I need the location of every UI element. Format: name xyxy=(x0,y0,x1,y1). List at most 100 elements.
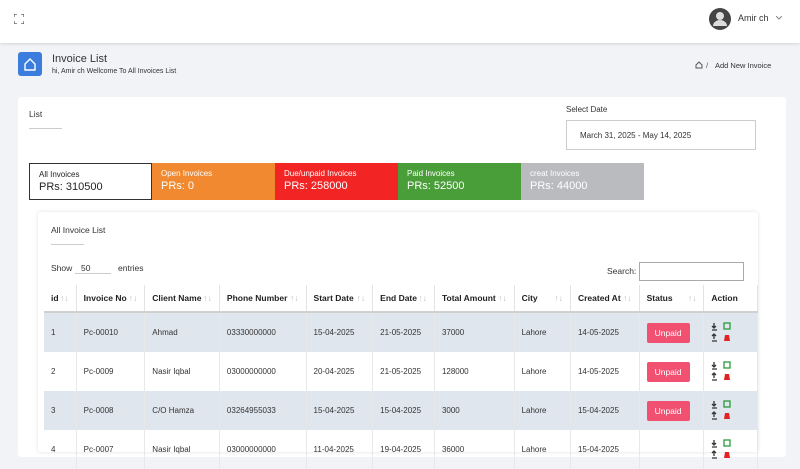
cell-text: Lahore xyxy=(521,328,547,337)
date-range: March 31, 2025 - May 14, 2025 xyxy=(580,131,692,140)
table-cell: 03000000000 xyxy=(219,430,307,469)
table-cell: Pc-0007 xyxy=(76,430,146,469)
page-icon xyxy=(18,52,42,76)
table-row: 3 Pc-0008 C/O Hamza 03264955033 15-04-2025 15… xyxy=(44,391,758,430)
avatar[interactable] xyxy=(709,8,731,30)
column-header[interactable]: Start Date ↑↓ xyxy=(306,285,374,313)
column-header[interactable]: Created At ↑↓ xyxy=(570,285,640,313)
breadcrumb[interactable]: Add New Invoice xyxy=(715,61,772,70)
sort-icon: ↑↓ xyxy=(554,293,563,303)
action-icons[interactable] xyxy=(711,399,735,421)
cell-text: Lahore xyxy=(521,406,547,415)
table-cell: C/O Hamza xyxy=(144,391,220,430)
sort-icon: ↑↓ xyxy=(356,293,366,303)
page-title: Invoice List xyxy=(52,53,108,65)
status-button[interactable]: Unpaid xyxy=(646,400,690,421)
table-cell: Pc-0008 xyxy=(76,391,146,430)
cell-text: Lahore xyxy=(521,367,547,376)
table-cell: 1 xyxy=(44,312,77,352)
column-header[interactable]: Status ↑↓ xyxy=(639,285,705,313)
cell-text: 19-04-2025 xyxy=(380,445,422,454)
action-icons[interactable] xyxy=(711,360,735,382)
cell-text: Pc-0009 xyxy=(83,367,114,376)
fullscreen-icon[interactable] xyxy=(14,14,24,24)
column-title: Client Name xyxy=(152,293,202,303)
table-cell: Lahore xyxy=(514,430,571,469)
table-cell: 15-04-2025 xyxy=(306,312,374,352)
action-icons[interactable] xyxy=(711,438,735,460)
table-cell: 3000 xyxy=(434,391,515,430)
table-cell: 128000 xyxy=(434,352,515,391)
table-cell: 15-04-2025 xyxy=(306,391,374,430)
status-button[interactable]: Unpaid xyxy=(646,361,690,382)
action-icons[interactable] xyxy=(711,321,735,343)
column-title: Action xyxy=(711,293,738,303)
cell-text: 1 xyxy=(51,328,56,337)
table-cell: 15-04-2025 xyxy=(570,430,640,469)
column-title: City xyxy=(521,293,538,303)
column-title: Invoice No xyxy=(83,293,127,303)
column-header[interactable]: Invoice No ↑↓ xyxy=(76,285,146,313)
table-cell: 4 xyxy=(44,430,77,469)
cell-text: 15-04-2025 xyxy=(577,445,619,454)
page-subtitle: hi, Amir ch Wellcome To All Invoices Lis… xyxy=(52,68,177,75)
cell-text: 03264955033 xyxy=(226,406,276,415)
table-cell: 21-05-2025 xyxy=(372,352,435,391)
action-cell xyxy=(703,352,758,391)
table-cell: 21-05-2025 xyxy=(372,312,435,352)
cell-text: 15-04-2025 xyxy=(380,406,422,415)
cell-text: Pc-00010 xyxy=(83,328,118,337)
sort-icon: ↑↓ xyxy=(128,293,138,303)
table-cell: Nasir Iqbal xyxy=(144,430,220,469)
tile[interactable]: Paid Invoices PRs: 52500 xyxy=(398,163,521,200)
table-cell: Pc-0009 xyxy=(76,352,146,391)
date-picker[interactable]: March 31, 2025 - May 14, 2025 xyxy=(566,120,756,150)
underline xyxy=(29,128,62,129)
invoice-table: id ↑↓ Invoice No ↑↓ Client Name ↑↓ Phone Numbe… xyxy=(44,285,758,469)
date-label: Select Date xyxy=(566,105,608,114)
cell-text: C/O Hamza xyxy=(152,406,195,415)
cell-text: Lahore xyxy=(521,445,547,454)
tile-amount: PRs: 0 xyxy=(161,180,195,192)
home-icon[interactable] xyxy=(695,61,703,69)
cell-text: 14-05-2025 xyxy=(577,367,619,376)
tile-amount: PRs: 52500 xyxy=(407,180,465,192)
tile[interactable]: Due/unpaid Invoices PRs: 258000 xyxy=(275,163,398,200)
card-title: List xyxy=(29,109,43,119)
table-cell: Ahmad xyxy=(144,312,220,352)
column-header[interactable]: Action xyxy=(703,285,758,313)
column-header[interactable]: Phone Number ↑↓ xyxy=(219,285,307,313)
table-cell: Lahore xyxy=(514,312,571,352)
search-input[interactable] xyxy=(639,262,744,281)
cell-text: 15-04-2025 xyxy=(313,406,355,415)
cell-text: 21-05-2025 xyxy=(380,367,422,376)
sort-icon: ↑↓ xyxy=(203,293,212,303)
cell-text: 37000 xyxy=(441,328,465,337)
table-cell: 03000000000 xyxy=(219,352,307,391)
tile[interactable]: creat Invoices PRs: 44000 xyxy=(521,163,644,200)
top-bar: Amir ch xyxy=(0,0,800,43)
column-header[interactable]: End Date ↑↓ xyxy=(372,285,435,313)
cell-text: Nasir Iqbal xyxy=(152,367,191,376)
table-row: 2 Pc-0009 Nasir Iqbal 03000000000 20-04-2025… xyxy=(44,352,758,391)
table-cell: 03330000000 xyxy=(219,312,307,352)
column-title: Start Date xyxy=(313,293,354,303)
table-cell: Unpaid xyxy=(639,391,705,430)
action-cell xyxy=(703,430,758,469)
status-button[interactable]: Unpaid xyxy=(646,322,690,343)
tile-label: Due/unpaid Invoices xyxy=(284,169,357,178)
table-cell: 20-04-2025 xyxy=(306,352,374,391)
sort-icon: ↑↓ xyxy=(60,293,69,303)
column-header[interactable]: Client Name ↑↓ xyxy=(144,285,220,313)
action-cell xyxy=(703,391,758,430)
column-header[interactable]: Total Amount ↑↓ xyxy=(434,285,515,313)
user-name[interactable]: Amir ch xyxy=(738,13,769,23)
column-header[interactable]: City ↑↓ xyxy=(514,285,571,313)
cell-text: Pc-0008 xyxy=(83,406,114,415)
tile[interactable]: Open Invoices PRs: 0 xyxy=(152,163,275,200)
entries-select[interactable]: 50 xyxy=(75,260,111,274)
table-cell: Unpaid xyxy=(639,312,705,352)
tile[interactable]: All Invoices PRs: 310500 xyxy=(29,163,152,200)
column-header[interactable]: id ↑↓ xyxy=(44,285,77,313)
table-cell: Unpaid xyxy=(639,352,705,391)
